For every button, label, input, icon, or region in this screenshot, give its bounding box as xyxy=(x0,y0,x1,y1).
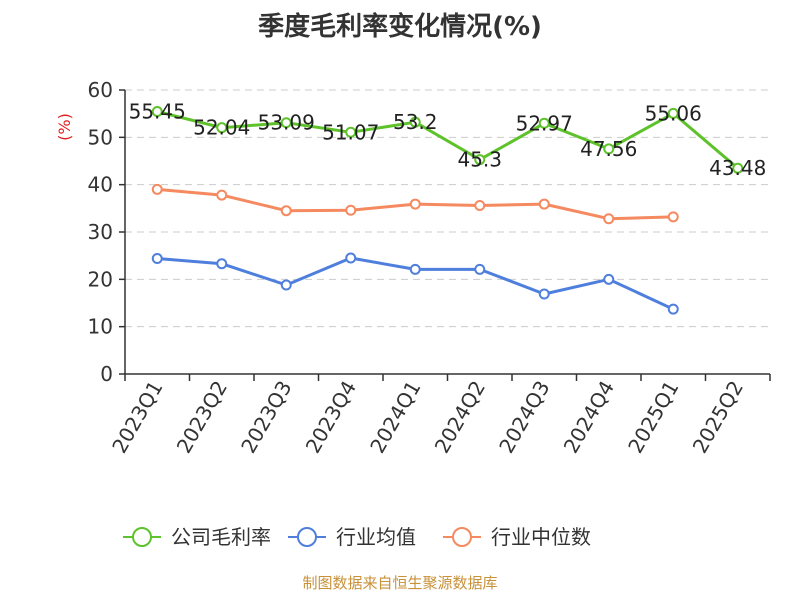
x-tick-label: 2025Q1 xyxy=(623,377,683,458)
data-label: 53.09 xyxy=(258,111,315,135)
data-point xyxy=(345,252,357,264)
data-point xyxy=(151,106,163,118)
chart-title: 季度毛利率变化情况(%) xyxy=(258,11,542,42)
legend-marker xyxy=(132,527,152,547)
legend-marker xyxy=(452,527,472,547)
x-tick-label: 2024Q4 xyxy=(559,377,619,458)
data-point xyxy=(603,143,615,155)
data-point xyxy=(603,273,615,285)
data-point xyxy=(474,263,486,275)
legend-label: 公司毛利率 xyxy=(171,525,271,549)
data-point xyxy=(538,198,550,210)
data-point xyxy=(280,117,292,129)
legend-label: 行业中位数 xyxy=(491,525,591,549)
x-tick-label: 2024Q2 xyxy=(430,377,490,458)
data-point xyxy=(603,213,615,225)
data-point xyxy=(409,198,421,210)
data-point xyxy=(409,263,421,275)
data-label: 55.06 xyxy=(645,101,702,125)
data-point xyxy=(667,211,679,223)
data-label: 53.2 xyxy=(393,110,438,134)
data-point xyxy=(667,107,679,119)
data-point xyxy=(151,253,163,265)
y-tick-label: 50 xyxy=(88,125,113,149)
data-label: 43.48 xyxy=(709,156,766,180)
series xyxy=(151,106,744,315)
data-label: 55.45 xyxy=(129,100,186,124)
series-line-0 xyxy=(156,110,739,170)
data-point xyxy=(151,183,163,195)
source-note: 制图数据来自恒生聚源数据库 xyxy=(302,574,497,592)
x-tick-label: 2023Q2 xyxy=(172,377,232,458)
data-point xyxy=(732,162,744,174)
x-tick-label: 2023Q1 xyxy=(107,377,167,458)
y-tick-label: 30 xyxy=(88,220,113,244)
data-point xyxy=(538,288,550,300)
x-tick-label: 2023Q3 xyxy=(236,377,296,458)
data-label: 52.04 xyxy=(193,116,250,140)
data-point xyxy=(216,189,228,201)
x-tick-label: 2024Q1 xyxy=(365,377,425,458)
y-tick-label: 0 xyxy=(100,362,113,386)
data-label: 51.07 xyxy=(322,120,379,144)
data-point xyxy=(474,199,486,211)
legend-label: 行业均值 xyxy=(336,525,416,549)
y-tick-label: 10 xyxy=(88,315,113,339)
data-point xyxy=(538,117,550,129)
data-point xyxy=(280,279,292,291)
data-point xyxy=(345,204,357,216)
x-tick-label: 2024Q3 xyxy=(494,377,554,458)
data-point xyxy=(474,154,486,166)
data-point xyxy=(409,116,421,128)
y-tick-label: 60 xyxy=(88,78,113,102)
x-tick-label: 2025Q2 xyxy=(688,377,748,458)
legend: 公司毛利率 行业均值 行业中位数 xyxy=(123,525,591,549)
data-point xyxy=(280,205,292,217)
data-point xyxy=(216,258,228,270)
data-point xyxy=(667,303,679,315)
data-labels: 55.45 52.04 53.09 51.07 53.2 45.3 52.97 47.56 55… xyxy=(129,100,767,181)
data-label: 45.3 xyxy=(457,148,502,172)
data-point xyxy=(345,126,357,138)
legend-marker xyxy=(297,527,317,547)
y-axis-label: (%) xyxy=(55,113,74,141)
data-point xyxy=(216,122,228,134)
data-label: 47.56 xyxy=(580,137,637,161)
data-label: 52.97 xyxy=(516,111,573,135)
x-tick-label: 2023Q4 xyxy=(301,377,361,458)
y-tick-label: 20 xyxy=(88,267,113,291)
y-tick-label: 40 xyxy=(88,173,113,197)
